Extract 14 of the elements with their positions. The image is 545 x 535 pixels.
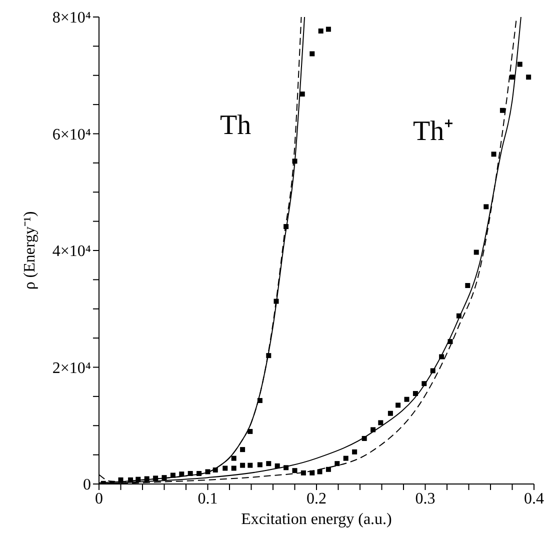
y-axis-title: ρ (Energy⁻¹) (22, 211, 39, 290)
annotation: Th⁺ (413, 115, 454, 148)
y-tick-label: 6×10⁴ (52, 126, 92, 144)
x-tick-label: 0 (95, 490, 103, 508)
x-tick-label: 0.3 (415, 490, 436, 508)
y-tick-label: 0 (83, 476, 91, 494)
x-tick-label: 0.2 (306, 490, 326, 508)
y-tick-label: 2×10⁴ (52, 360, 92, 377)
annotation: Th (220, 110, 252, 142)
y-tick-label: 8×10⁴ (52, 10, 92, 27)
x-tick-label: 0.1 (198, 490, 218, 508)
x-tick-label: 0.4 (524, 490, 544, 508)
x-axis-title: Excitation energy (a.u.) (241, 511, 392, 528)
y-tick-label: 4×10⁴ (52, 243, 92, 260)
